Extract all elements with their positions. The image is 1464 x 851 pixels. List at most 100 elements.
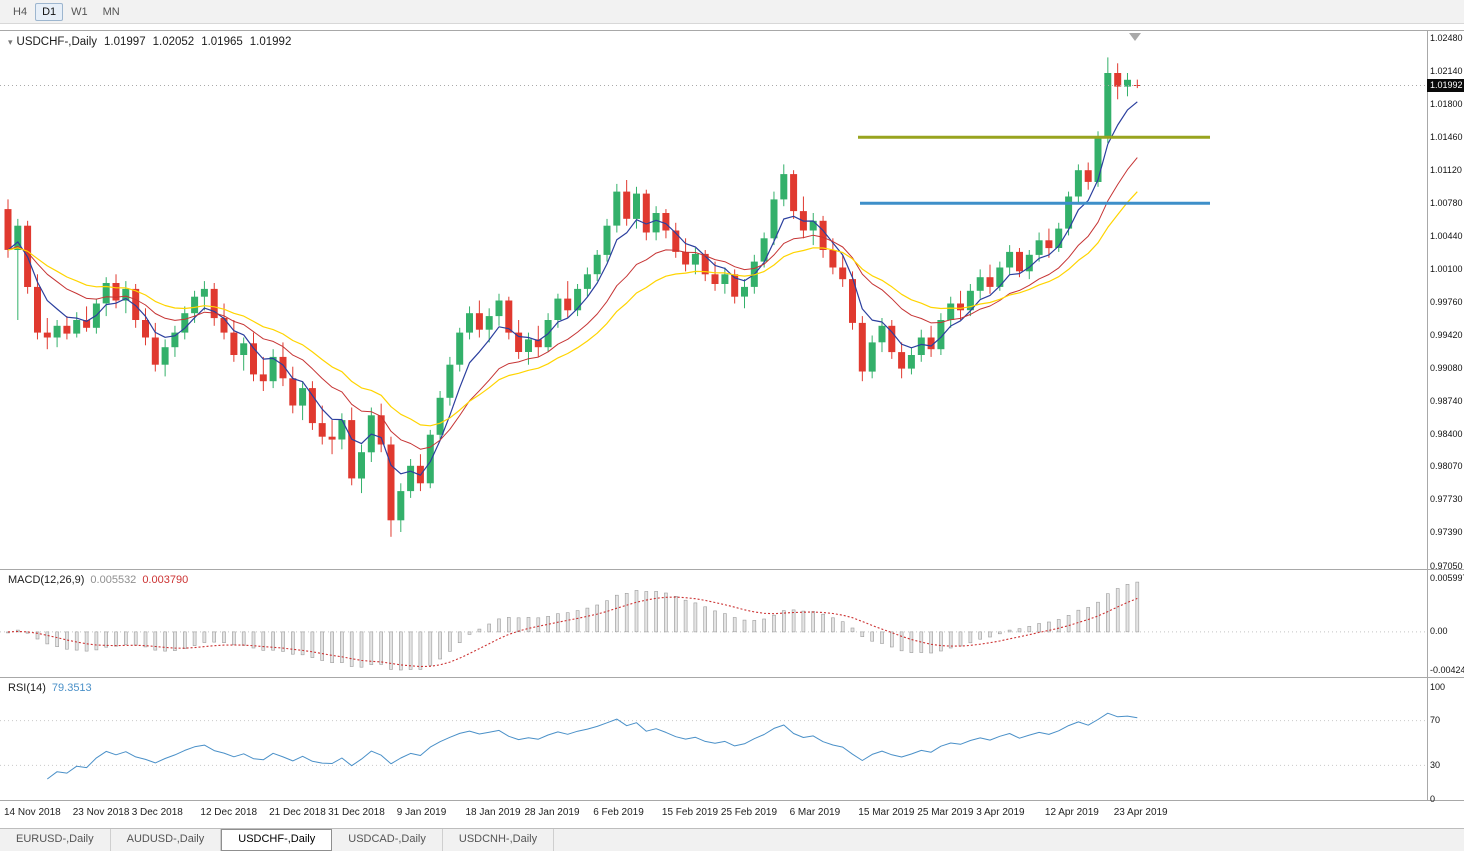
candle-body — [564, 298, 572, 311]
ohlc-low: 1.01965 — [201, 36, 243, 48]
macd-histogram-bar — [791, 609, 796, 633]
candle-body — [151, 337, 159, 365]
macd-histogram-bar — [1125, 584, 1130, 633]
candle-body — [878, 325, 886, 343]
tab-usdchf[interactable]: USDCHF-,Daily — [221, 829, 333, 851]
date-label: 31 Dec 2018 — [328, 807, 385, 818]
candle-body — [603, 225, 611, 255]
timeframe-button-w1[interactable]: W1 — [71, 5, 88, 18]
macd-panel-canvas[interactable] — [0, 570, 1427, 676]
candle-body — [102, 283, 110, 304]
candle-body — [73, 320, 81, 334]
price-axis[interactable]: 1.02480 1.02140 1.01800 1.01460 1.01120 1.007… — [1429, 30, 1464, 571]
macd-histogram-bar — [801, 610, 806, 633]
macd-histogram-bar — [340, 631, 344, 663]
candle-body — [996, 267, 1004, 287]
macd-histogram-bar — [398, 631, 403, 671]
macd-histogram-bar — [1017, 628, 1022, 633]
macd-axis[interactable]: 0.005997 0.00 -0.004244 — [1429, 570, 1464, 676]
candle-body — [4, 209, 12, 250]
candle-body — [358, 452, 365, 479]
macd-histogram-bar — [703, 606, 708, 633]
candle-body — [986, 277, 994, 287]
candle-body — [1055, 228, 1063, 248]
tab-eurusd[interactable]: EURUSD-,Daily — [0, 829, 111, 851]
candle-body — [191, 296, 199, 314]
macd-histogram-bar — [929, 631, 933, 654]
candle-body — [593, 254, 601, 275]
macd-histogram-bar — [958, 631, 963, 647]
panel-separator[interactable] — [0, 569, 1464, 570]
macd-histogram-bar — [821, 613, 825, 633]
date-label: 3 Apr 2019 — [976, 807, 1025, 818]
macd-histogram-bar — [664, 592, 668, 633]
chart-shift-marker — [1129, 33, 1141, 41]
rsi-axis[interactable]: 100 70 30 0 — [1429, 678, 1464, 804]
price-axis-label: 1.01800 — [1430, 98, 1463, 109]
candle-body — [200, 288, 208, 297]
candle-body — [1124, 79, 1131, 87]
macd-histogram-bar — [6, 631, 10, 634]
tab-usdcad[interactable]: USDCAD-,Daily — [332, 829, 443, 851]
price-axis-label: 1.02480 — [1430, 32, 1463, 43]
price-axis-label: 0.99760 — [1430, 297, 1463, 307]
date-label: 18 Jan 2019 — [465, 807, 521, 818]
timeframe-button-mn[interactable]: MN — [102, 5, 120, 18]
time-axis[interactable]: 14 Nov 2018 23 Nov 2018 3 Dec 2018 12 Dec 2… — [0, 800, 1427, 828]
macd-histogram-bar — [516, 617, 521, 633]
ma-fast-line — [7, 101, 1138, 476]
candle-body — [721, 274, 729, 284]
price-axis-label: 0.97390 — [1430, 527, 1463, 538]
timeframe-button-h4[interactable]: H4 — [13, 5, 28, 18]
candle-body — [1035, 240, 1043, 255]
candle-body — [770, 199, 778, 239]
candle-body — [426, 434, 434, 484]
rsi-line — [47, 712, 1138, 780]
macd-histogram-bar — [271, 631, 275, 651]
macd-histogram-bar — [359, 631, 364, 668]
macd-histogram-bar — [536, 617, 541, 633]
candle-body — [250, 343, 257, 375]
macd-histogram-bar — [45, 631, 50, 645]
macd-histogram-bar — [281, 631, 285, 652]
timeframe-button-d1[interactable]: D1 — [35, 2, 64, 21]
macd-histogram-bar — [889, 631, 894, 648]
macd-histogram-bar — [772, 614, 776, 633]
price-axis-label: 0.98740 — [1430, 396, 1463, 407]
macd-histogram-bar — [899, 631, 904, 652]
candle-body — [731, 274, 739, 297]
candle-body — [289, 378, 297, 406]
rsi-panel-canvas[interactable] — [0, 678, 1427, 800]
candle-body — [1074, 170, 1082, 197]
macd-histogram-bar — [624, 592, 629, 633]
candle-body — [1025, 254, 1033, 272]
candle-body — [623, 191, 631, 219]
macd-histogram-bar — [261, 631, 266, 651]
macd-histogram-bar — [831, 617, 835, 633]
symbol-dropdown-icon[interactable]: ▾ — [8, 37, 13, 47]
candles-layer — [4, 57, 1141, 537]
candle-body — [43, 332, 51, 338]
macd-histogram-bar — [212, 631, 216, 643]
ohlc-high: 1.02052 — [152, 36, 195, 48]
macd-histogram-bar — [497, 618, 501, 633]
macd-histogram-bar — [124, 631, 128, 645]
candle-body — [348, 420, 356, 479]
ohlc-open: 1.01997 — [104, 36, 146, 48]
candle-body — [937, 320, 945, 350]
tab-audusd[interactable]: AUDUSD-,Daily — [110, 829, 222, 851]
timeframe-toolbar: H4 D1 W1 MN — [0, 0, 1464, 24]
macd-label: MACD(12,26,9) 0.005532 0.003790 — [8, 574, 188, 586]
macd-histogram-bar — [389, 631, 393, 670]
candle-body — [397, 491, 405, 521]
macd-histogram-bar — [1135, 581, 1140, 633]
candle-body — [574, 288, 582, 311]
macd-histogram-bar — [1096, 601, 1100, 633]
macd-histogram-bar — [752, 620, 757, 633]
date-label: 3 Dec 2018 — [131, 807, 183, 818]
candle-body — [583, 274, 591, 289]
tab-usdcnh[interactable]: USDCNH-,Daily — [442, 829, 555, 851]
date-label: 14 Nov 2018 — [4, 807, 61, 818]
main-chart-canvas[interactable] — [0, 30, 1427, 569]
panel-separator[interactable] — [0, 677, 1464, 678]
